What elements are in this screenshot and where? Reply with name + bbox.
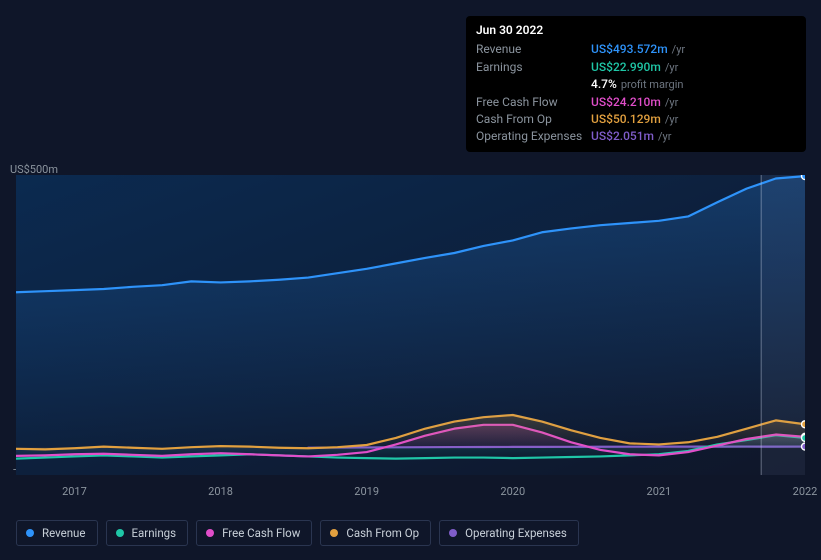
legend-swatch [206, 529, 214, 537]
tooltip-row: EarningsUS$22.990m/yr [476, 59, 796, 76]
x-axis: 201720182019202020212022 [16, 485, 805, 501]
tooltip-metric-value: US$24.210m [591, 94, 661, 111]
tooltip-metric-label: Operating Expenses [476, 128, 591, 145]
x-axis-label: 2022 [793, 485, 818, 498]
tooltip-metric-value: US$2.051m [591, 128, 654, 145]
x-axis-label: 2017 [62, 485, 87, 498]
legend-item-earnings[interactable]: Earnings [106, 520, 189, 546]
legend-label: Earnings [132, 526, 177, 540]
legend-item-cash-from-op[interactable]: Cash From Op [320, 520, 431, 546]
x-axis-label: 2020 [500, 485, 525, 498]
tooltip-unit: /yr [665, 95, 678, 111]
legend-item-free-cash-flow[interactable]: Free Cash Flow [196, 520, 312, 546]
legend-label: Revenue [42, 526, 86, 540]
x-axis-label: 2018 [208, 485, 233, 498]
tooltip-unit: /yr [658, 129, 671, 145]
legend-swatch [116, 529, 124, 537]
legend-label: Free Cash Flow [222, 526, 300, 540]
tooltip-row: Cash From OpUS$50.129m/yr [476, 111, 796, 128]
x-axis-label: 2019 [354, 485, 379, 498]
tooltip-row: Free Cash FlowUS$24.210m/yr [476, 94, 796, 111]
tooltip-row: RevenueUS$493.572m/yr [476, 41, 796, 58]
tooltip-unit: /yr [665, 112, 678, 128]
legend-swatch [26, 529, 34, 537]
tooltip-profit-margin: 4.7%profit margin [476, 76, 796, 93]
tooltip-date: Jun 30 2022 [476, 22, 796, 41]
tooltip-metric-value: US$493.572m [591, 41, 668, 58]
x-axis-label: 2021 [647, 485, 672, 498]
tooltip-unit: /yr [672, 42, 685, 58]
chart-tooltip: Jun 30 2022 RevenueUS$493.572m/yrEarning… [466, 16, 806, 152]
tooltip-metric-label: Earnings [476, 59, 591, 76]
tooltip-metric-label: Cash From Op [476, 111, 591, 128]
tooltip-metric-value: US$50.129m [591, 111, 661, 128]
tooltip-metric-value: US$22.990m [591, 59, 661, 76]
legend-swatch [330, 529, 338, 537]
legend-item-revenue[interactable]: Revenue [16, 520, 98, 546]
legend-item-operating-expenses[interactable]: Operating Expenses [439, 520, 579, 546]
tooltip-metric-label: Free Cash Flow [476, 94, 591, 111]
tooltip-row: Operating ExpensesUS$2.051m/yr [476, 128, 796, 145]
line-chart[interactable] [16, 175, 805, 475]
legend-label: Operating Expenses [465, 526, 567, 540]
chart-legend: Revenue Earnings Free Cash Flow Cash From O… [16, 520, 579, 546]
tooltip-unit: /yr [665, 60, 678, 76]
legend-label: Cash From Op [346, 526, 419, 540]
legend-swatch [449, 529, 457, 537]
tooltip-metric-label: Revenue [476, 41, 591, 58]
